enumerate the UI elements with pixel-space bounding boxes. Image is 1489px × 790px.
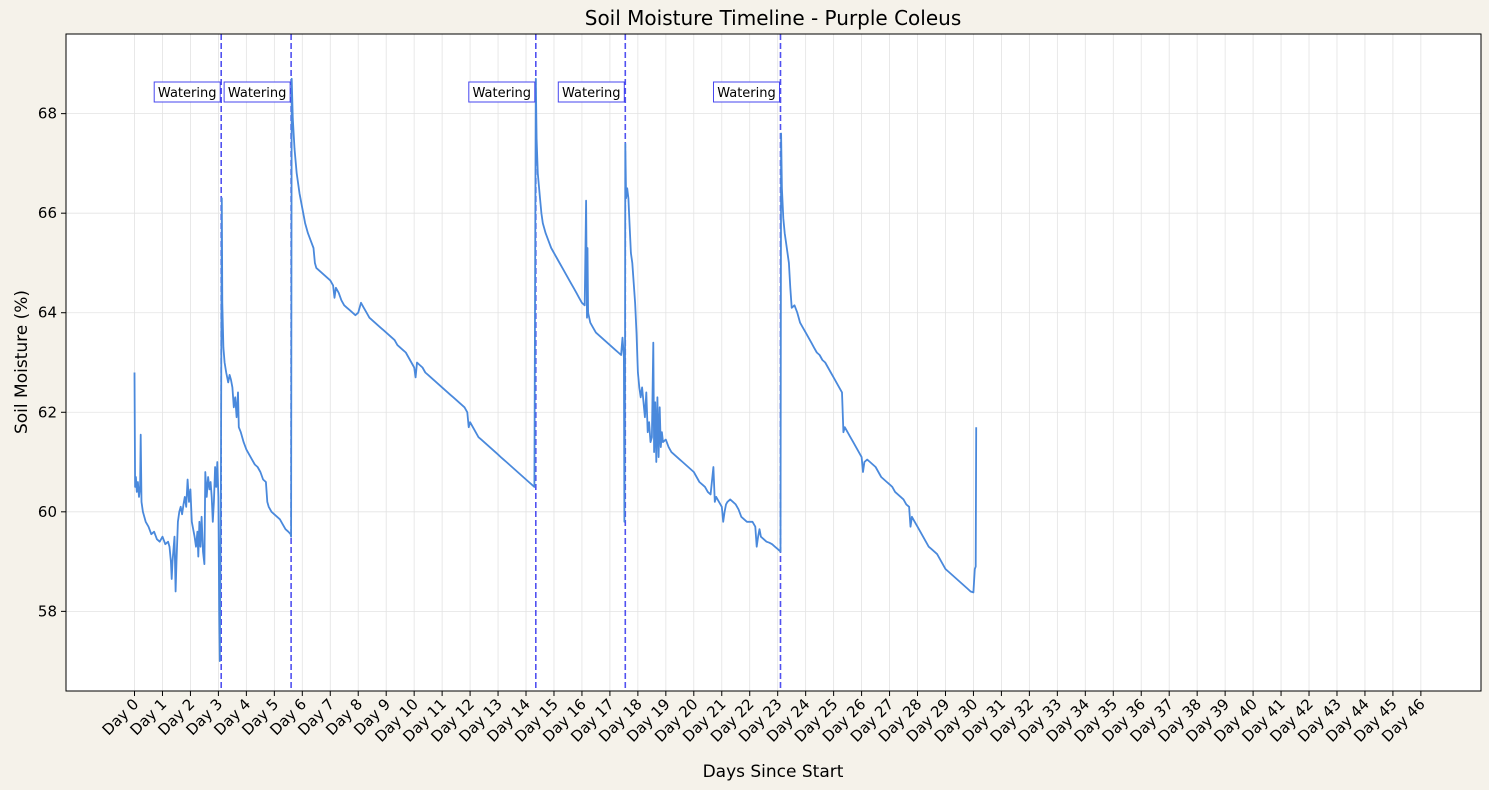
grid-lines (66, 34, 1481, 691)
y-axis-label: Soil Moisture (%) (12, 290, 32, 434)
watering-label-box (712, 81, 780, 103)
watering-label-box (557, 81, 625, 103)
y-tick-label: 66 (38, 204, 57, 222)
chart-title: Soil Moisture Timeline - Purple Coleus (585, 6, 961, 30)
moisture-series-line (133, 77, 978, 662)
y-tick-label: 62 (38, 403, 57, 421)
watering-label: Watering (158, 86, 217, 101)
y-tick-label: 60 (38, 503, 57, 521)
watering-label: Watering (473, 86, 532, 101)
watering-label-box (153, 81, 221, 103)
watering-label-box (468, 81, 536, 103)
watering-label: Watering (562, 86, 621, 101)
watering-annotations: Watering Watering Watering Watering Watering (153, 81, 780, 103)
y-tick-label: 58 (38, 602, 57, 620)
watering-label: Watering (228, 86, 287, 101)
watering-label: Watering (717, 86, 776, 101)
watering-label-box (223, 81, 291, 103)
plot-area (66, 34, 1481, 691)
y-axis-ticks: 58 60 62 64 66 68 (38, 105, 66, 620)
y-tick-label: 68 (38, 105, 57, 123)
plot-frame (65, 33, 1482, 692)
y-tick-label: 64 (38, 304, 57, 322)
x-axis-label: Days Since Start (703, 762, 844, 782)
